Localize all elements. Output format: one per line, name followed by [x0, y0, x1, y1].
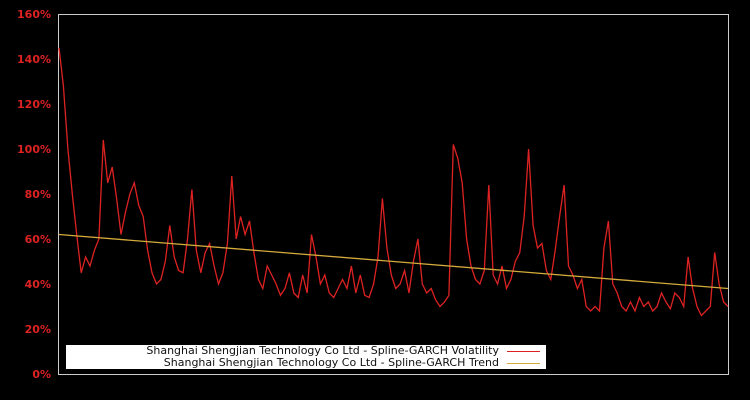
y-tick-label: 120%	[17, 98, 51, 111]
y-tick-label: 80%	[25, 188, 51, 201]
y-tick-label: 140%	[17, 53, 51, 66]
legend-item-volatility: Shanghai Shengjian Technology Co Ltd - S…	[146, 345, 540, 357]
legend-item-trend: Shanghai Shengjian Technology Co Ltd - S…	[164, 357, 540, 369]
chart-legend: Shanghai Shengjian Technology Co Ltd - S…	[66, 345, 546, 369]
legend-swatch-trend	[507, 362, 540, 364]
volatility-series-line	[58, 47, 729, 317]
legend-swatch-volatility	[507, 350, 540, 352]
legend-label-volatility: Shanghai Shengjian Technology Co Ltd - S…	[146, 344, 499, 357]
trend-series-line	[58, 233, 729, 290]
plot-frame	[58, 14, 729, 375]
y-tick-label: 40%	[25, 278, 51, 291]
legend-label-trend: Shanghai Shengjian Technology Co Ltd - S…	[163, 356, 499, 369]
y-tick-label: 0%	[32, 368, 51, 381]
y-tick-label: 100%	[17, 143, 51, 156]
y-tick-label: 60%	[25, 233, 51, 246]
y-axis-ticks: 0% 20% 40% 60% 80% 100% 120% 140% 160%	[17, 8, 51, 381]
y-tick-label: 160%	[17, 8, 51, 21]
y-tick-label: 20%	[25, 323, 51, 336]
